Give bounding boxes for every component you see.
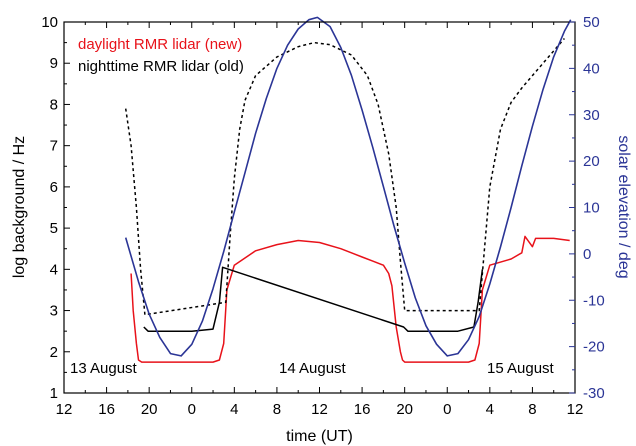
y-right-tick-label: 0 <box>583 246 591 263</box>
legend-entry-nighttime: nighttime RMR lidar (old) <box>78 58 244 75</box>
y-right-tick-label: 30 <box>583 107 600 124</box>
y-left-tick-label: 1 <box>50 385 58 402</box>
y-right-tick-label: -10 <box>583 292 605 309</box>
y-left-tick-label: 10 <box>41 14 58 31</box>
y-right-tick-label: 40 <box>583 60 600 77</box>
y-left-tick-label: 6 <box>50 179 58 196</box>
x-tick-label: 0 <box>443 401 451 418</box>
y-left-tick-label: 4 <box>50 261 58 278</box>
x-tick-label: 12 <box>567 401 584 418</box>
series-daylight-rmr-lidar <box>131 236 570 362</box>
y-right-tick-label: -30 <box>583 385 605 402</box>
x-tick-label: 8 <box>273 401 281 418</box>
annotation-15-august: 15 August <box>487 360 555 377</box>
y-axis-right-title: solar elevation / deg <box>615 135 632 278</box>
y-left-tick-label: 8 <box>50 96 58 113</box>
y-axis-right: -30 -20 -10 0 10 20 30 40 50 <box>569 14 605 402</box>
x-tick-label: 12 <box>311 401 328 418</box>
x-axis: 12 16 20 0 4 8 12 16 20 0 4 8 12 <box>56 22 584 418</box>
series-nighttime-rmr-lidar <box>144 267 483 331</box>
y-right-tick-label: 50 <box>583 14 600 31</box>
series-nighttime-dotted <box>126 39 565 315</box>
x-tick-label: 20 <box>396 401 413 418</box>
x-tick-label: 0 <box>188 401 196 418</box>
annotation-13-august: 13 August <box>70 360 138 377</box>
x-tick-label: 4 <box>230 401 238 418</box>
y-left-tick-label: 9 <box>50 55 58 72</box>
y-right-tick-label: -20 <box>583 339 605 356</box>
y-left-tick-label: 5 <box>50 220 58 237</box>
y-right-tick-label: 20 <box>583 153 600 170</box>
y-axis-left: 1 2 3 4 5 6 7 8 9 10 <box>41 14 70 402</box>
y-left-tick-label: 7 <box>50 138 58 155</box>
legend-entry-daylight: daylight RMR lidar (new) <box>78 36 242 53</box>
plot-frame <box>64 22 575 393</box>
x-tick-label: 20 <box>141 401 158 418</box>
y-left-tick-label: 2 <box>50 344 58 361</box>
annotation-14-august: 14 August <box>279 360 347 377</box>
y-axis-left-title: log background / Hz <box>11 136 28 278</box>
y-left-tick-label: 3 <box>50 303 58 320</box>
x-tick-label: 8 <box>528 401 536 418</box>
x-tick-label: 12 <box>56 401 73 418</box>
x-tick-label: 4 <box>486 401 494 418</box>
y-right-tick-label: 10 <box>583 200 600 217</box>
x-axis-title: time (UT) <box>286 428 353 445</box>
x-tick-label: 16 <box>98 401 115 418</box>
x-tick-label: 16 <box>354 401 371 418</box>
